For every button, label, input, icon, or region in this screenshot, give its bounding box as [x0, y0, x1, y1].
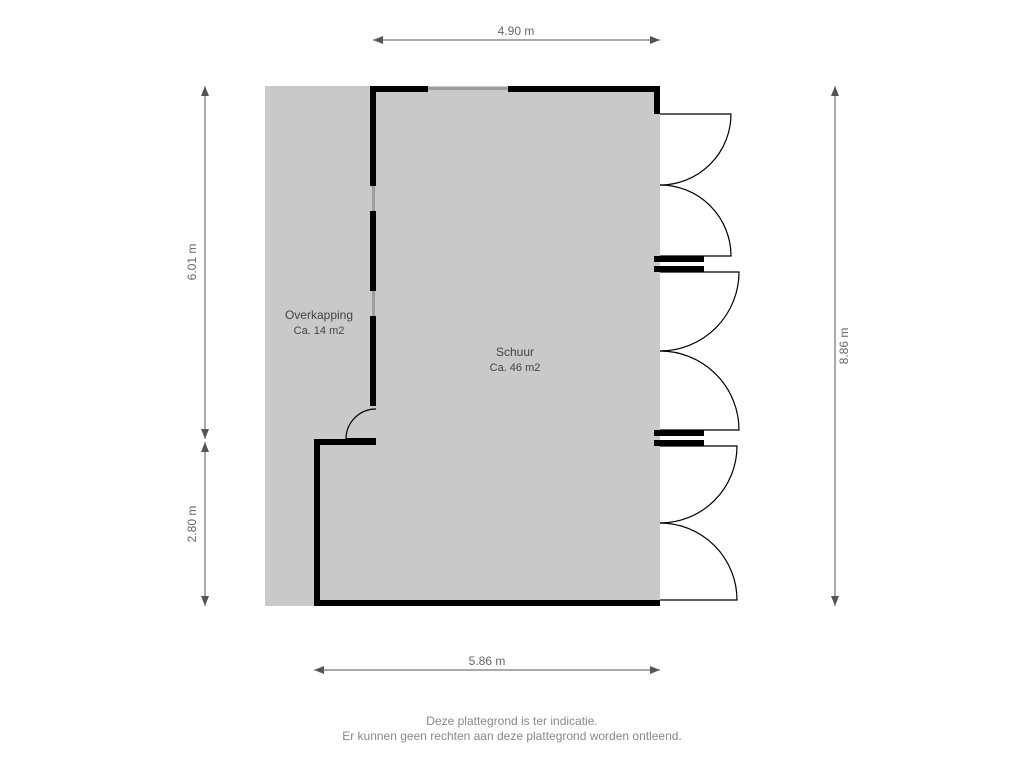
right-wall-seg-top: [654, 86, 660, 114]
inner-window-2: [372, 291, 375, 316]
dim-right-label: 8.86 m: [837, 328, 851, 365]
inner-wall-seg1: [370, 86, 376, 186]
dim-bottom: 5.86 m: [314, 654, 660, 674]
door-arc-3a: [660, 446, 737, 523]
floorplan-stage: Overkapping Ca. 14 m2 Schuur Ca. 46 m2: [265, 86, 739, 606]
dim-left-upper-label: 6.01 m: [185, 244, 199, 281]
inner-wall-seg3: [370, 316, 376, 406]
door-arc-1b: [660, 185, 731, 256]
top-window: [428, 87, 508, 90]
door-arc-2b: [660, 351, 739, 430]
dim-left-lower: 2.80 m: [185, 442, 209, 606]
dim-left-lower-label: 2.80 m: [185, 506, 199, 543]
right-stub-1a: [654, 256, 704, 262]
top-wall-left: [370, 86, 428, 92]
dim-left-upper: 6.01 m: [185, 86, 209, 439]
footer-line2: Er kunnen geen rechten aan deze plattegr…: [342, 729, 682, 743]
schuur-title: Schuur: [496, 345, 534, 359]
door-arc-3b: [660, 523, 737, 600]
bottom-wall: [314, 600, 660, 606]
door-arc-2a: [660, 272, 739, 351]
left-wall-lower: [314, 439, 320, 606]
right-stub-1b: [654, 266, 704, 272]
dim-right: 8.86 m: [831, 86, 851, 606]
dim-bottom-label: 5.86 m: [469, 654, 506, 668]
right-stub-2b: [654, 440, 704, 446]
overkapping-title: Overkapping: [285, 308, 353, 322]
floorplan-svg: Overkapping Ca. 14 m2 Schuur Ca. 46 m2 4…: [0, 0, 1024, 768]
overkapping-sub: Ca. 14 m2: [294, 325, 345, 337]
footer-line1: Deze plattegrond is ter indicatie.: [426, 714, 597, 728]
door-arc-1a: [660, 114, 731, 185]
inner-window-1: [372, 186, 375, 211]
dim-top: 4.90 m: [373, 24, 660, 44]
dim-top-label: 4.90 m: [498, 24, 535, 38]
inner-wall-seg2: [370, 211, 376, 291]
right-stub-2a: [654, 430, 704, 436]
top-wall-right: [508, 86, 660, 92]
schuur-sub: Ca. 46 m2: [490, 362, 541, 374]
